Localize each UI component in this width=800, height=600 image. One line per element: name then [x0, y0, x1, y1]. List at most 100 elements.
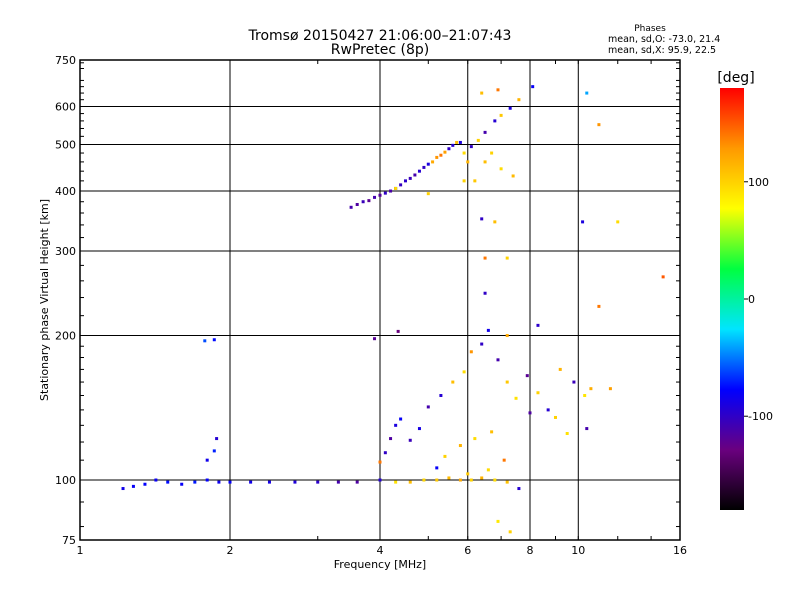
data-point — [462, 151, 466, 155]
data-point — [496, 88, 500, 92]
data-point — [581, 220, 585, 224]
x-tick-label: 1 — [77, 544, 84, 557]
data-point — [502, 458, 506, 462]
data-point — [435, 466, 439, 470]
data-point — [394, 480, 398, 484]
data-point — [389, 189, 393, 193]
data-point — [435, 155, 439, 159]
data-point — [205, 458, 209, 462]
data-point — [462, 370, 466, 374]
data-point — [367, 199, 371, 203]
data-point — [447, 476, 451, 480]
data-point — [469, 350, 473, 354]
data-point — [131, 484, 135, 488]
data-point — [466, 472, 470, 476]
data-point — [408, 438, 412, 442]
colorbar-tick-label: 0 — [748, 293, 755, 306]
data-point — [166, 480, 170, 484]
data-point — [493, 119, 497, 123]
y-tick-label: 300 — [55, 245, 76, 258]
data-point — [525, 374, 529, 378]
data-point — [426, 405, 430, 409]
data-point — [505, 256, 509, 260]
data-point — [473, 179, 477, 183]
data-point — [383, 451, 387, 455]
data-point — [361, 200, 365, 204]
data-point — [373, 195, 377, 199]
x-tick-label: 4 — [377, 544, 384, 557]
data-point — [394, 186, 398, 190]
data-point — [486, 468, 490, 472]
data-point — [228, 480, 232, 484]
data-point — [585, 427, 589, 431]
data-point — [249, 480, 253, 484]
data-point — [483, 291, 487, 295]
data-point — [417, 169, 421, 173]
data-point — [480, 476, 484, 480]
data-point — [431, 160, 435, 164]
data-point — [546, 408, 550, 412]
data-point — [396, 329, 400, 333]
data-point — [597, 304, 601, 308]
data-point — [490, 430, 494, 434]
colorbar-label: [deg] — [717, 70, 754, 86]
data-point — [458, 140, 462, 144]
data-point — [608, 387, 612, 391]
y-tick-label: 75 — [62, 534, 76, 547]
data-point — [215, 437, 219, 441]
data-point — [508, 106, 512, 110]
data-point — [193, 480, 197, 484]
x-tick-label: 6 — [464, 544, 471, 557]
data-point — [435, 478, 439, 482]
data-point — [458, 444, 462, 448]
data-point — [403, 179, 407, 183]
x-tick-label: 8 — [527, 544, 534, 557]
x-tick-label: 2 — [227, 544, 234, 557]
data-point — [443, 454, 447, 458]
stats-line-x: mean, sd,X: 95.9, 22.5 — [608, 45, 716, 56]
data-point — [455, 140, 459, 144]
data-point — [378, 193, 382, 197]
data-point — [443, 150, 447, 154]
colorbar: 100 0 -100 — [720, 88, 773, 510]
data-point — [349, 205, 353, 209]
data-point — [399, 183, 403, 187]
data-point — [585, 91, 589, 95]
stats-line-o: mean, sd,O: -73.0, 21.4 — [608, 34, 720, 45]
data-point — [496, 358, 500, 362]
y-tick-label: 100 — [55, 474, 76, 487]
data-point — [422, 165, 426, 169]
y-axis-label: Stationary phase Virtual Height [km] — [38, 199, 51, 401]
data-point — [355, 202, 359, 206]
data-point — [383, 191, 387, 195]
data-point — [373, 337, 377, 341]
stats-heading: Phases — [634, 24, 666, 34]
data-point — [558, 367, 562, 371]
data-point — [589, 387, 593, 391]
data-point — [480, 217, 484, 221]
data-point — [413, 173, 417, 177]
data-point — [517, 98, 521, 102]
x-tick-label: 16 — [673, 544, 687, 557]
data-point — [408, 176, 412, 180]
x-tick-label: 10 — [571, 544, 585, 557]
colorbar-tick-label: 100 — [748, 176, 769, 189]
data-point — [499, 167, 503, 171]
data-point — [217, 480, 221, 484]
data-point — [490, 151, 494, 155]
data-point — [451, 380, 455, 384]
data-point — [447, 147, 451, 151]
data-point — [469, 145, 473, 149]
data-point — [426, 162, 430, 166]
data-point — [493, 478, 497, 482]
data-point — [180, 482, 184, 486]
data-point — [267, 480, 271, 484]
data-point — [408, 480, 412, 484]
data-point — [483, 130, 487, 134]
data-point — [508, 530, 512, 534]
data-point — [572, 380, 576, 384]
plot-area: 1 2 4 6 8 10 16 75 100 200 300 400 500 600 750 — [55, 54, 687, 557]
data-point — [499, 113, 503, 117]
data-point — [426, 192, 430, 196]
data-point — [389, 437, 393, 441]
